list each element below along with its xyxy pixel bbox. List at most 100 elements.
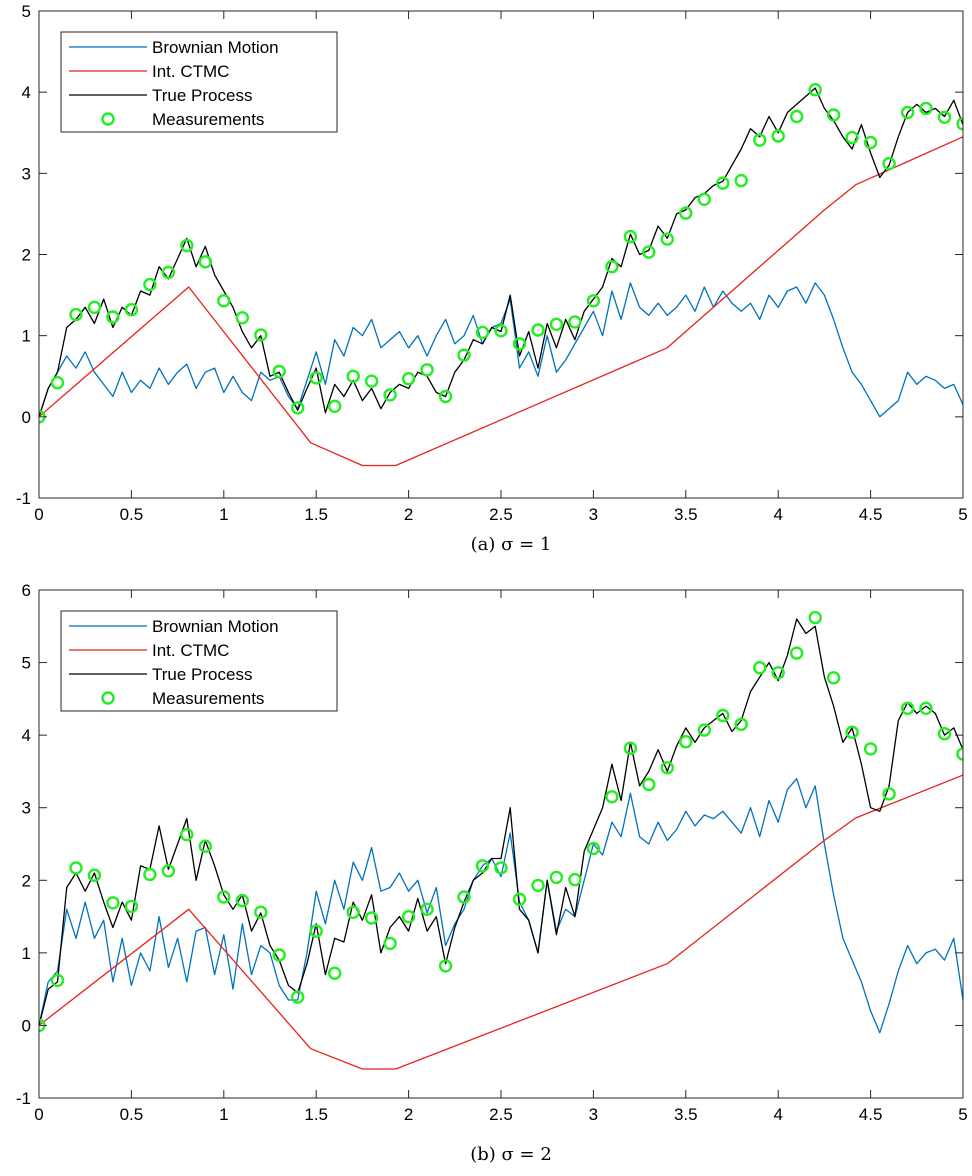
measurement-point xyxy=(642,245,656,259)
series-line-int-ctmc xyxy=(39,136,963,467)
measurement-point xyxy=(790,646,804,660)
x-tick-label: 4.5 xyxy=(859,1105,883,1124)
x-tick-label: 0 xyxy=(34,505,43,524)
measurement-point xyxy=(106,310,120,324)
measurement-point xyxy=(328,966,342,980)
measurement-point xyxy=(531,323,545,337)
measurement-point xyxy=(863,135,878,150)
x-tick-label: 3.5 xyxy=(674,1105,698,1124)
legend: Brownian Motion Int. CTMC True Process Meas… xyxy=(60,31,338,133)
measurement-point xyxy=(180,827,194,842)
measurement-point xyxy=(808,610,822,625)
measurement-point xyxy=(734,173,748,188)
measurement-point xyxy=(586,294,601,308)
x-tick-label: 4 xyxy=(773,505,782,524)
measurement-point xyxy=(346,905,360,919)
measurement-point xyxy=(272,948,286,962)
measurement-point xyxy=(143,277,157,292)
measurement-point xyxy=(845,130,859,145)
legend: Brownian Motion Int. CTMC True Process Meas… xyxy=(60,610,338,712)
series-line-true-process xyxy=(39,87,963,418)
measurement-point xyxy=(660,232,674,246)
y-tick-label: 0 xyxy=(22,408,31,427)
measurement-point xyxy=(605,260,619,274)
legend-marker-swatch xyxy=(101,691,115,705)
measurement-point xyxy=(364,911,379,925)
measurement-point xyxy=(217,890,231,904)
x-tick-label: 2.5 xyxy=(489,505,513,524)
measurement-point xyxy=(660,761,674,775)
x-tick-label: 5 xyxy=(958,505,967,524)
legend-label: True Process xyxy=(152,665,252,684)
measurement-point xyxy=(549,870,564,885)
measurement-point xyxy=(383,388,397,402)
measurement-point xyxy=(937,727,952,741)
legend-box xyxy=(60,610,338,712)
measurement-point xyxy=(771,129,785,143)
measurement-point xyxy=(623,741,638,755)
measurement-point xyxy=(826,671,841,685)
measurement-point xyxy=(328,399,342,413)
measurement-point xyxy=(512,892,527,906)
x-tick-label: 2 xyxy=(404,1105,413,1124)
legend-box xyxy=(60,31,338,133)
figure-caption: (b) σ = 2 xyxy=(470,1144,552,1165)
measurement-point xyxy=(87,868,102,882)
y-tick-label: 1 xyxy=(22,944,31,963)
measurement-point xyxy=(124,303,139,317)
x-tick-label: 5 xyxy=(958,1105,967,1124)
measurement-point xyxy=(586,841,601,856)
x-tick-label: 4 xyxy=(773,1105,782,1124)
measurement-point xyxy=(420,363,434,377)
measurement-point xyxy=(716,708,730,723)
measurement-point xyxy=(605,790,619,804)
measurement-point xyxy=(198,839,213,853)
measurement-point xyxy=(235,893,250,908)
y-tick-label: 6 xyxy=(22,581,31,600)
measurement-point xyxy=(124,899,139,914)
measurement-point xyxy=(734,717,748,731)
x-tick-label: 3 xyxy=(589,505,598,524)
measurement-point xyxy=(50,973,65,988)
measurement-point xyxy=(217,294,231,308)
measurement-point xyxy=(919,101,933,116)
measurement-point xyxy=(291,990,305,1004)
measurement-point xyxy=(272,364,286,379)
measurement-point xyxy=(790,109,804,124)
y-tick-label: 1 xyxy=(22,327,31,346)
measurement-point xyxy=(383,936,397,951)
legend-label: Brownian Motion xyxy=(152,617,279,636)
measurement-point xyxy=(568,315,582,329)
series-line-int-ctmc xyxy=(39,774,963,1070)
measurement-point xyxy=(679,206,693,220)
measurement-point xyxy=(753,133,767,147)
measurement-point xyxy=(475,325,490,340)
measurement-point xyxy=(87,300,102,314)
y-tick-label: 0 xyxy=(22,1016,31,1035)
measurement-point xyxy=(863,742,878,756)
measurement-point xyxy=(420,902,434,916)
measurement-point xyxy=(401,909,416,924)
figure-caption: (a) σ = 1 xyxy=(471,534,552,555)
legend-label: Brownian Motion xyxy=(152,38,279,57)
measurement-point xyxy=(143,867,157,882)
x-tick-label: 2.5 xyxy=(489,1105,513,1124)
plot-series-group xyxy=(39,610,963,1070)
x-tick-label: 1.5 xyxy=(304,505,328,524)
measurement-point xyxy=(309,924,323,938)
measurement-point xyxy=(69,861,83,875)
y-tick-label: 4 xyxy=(22,726,31,745)
measurement-point xyxy=(937,110,952,125)
measurement-point xyxy=(697,192,711,207)
y-tick-label: -1 xyxy=(16,1089,31,1108)
measurement-point xyxy=(364,374,379,388)
measurement-point xyxy=(475,859,490,873)
legend-marker-swatch xyxy=(101,112,115,126)
measurement-point xyxy=(69,307,83,322)
measurement-point xyxy=(900,701,915,715)
measurement-point xyxy=(531,878,545,893)
measurement-point xyxy=(845,725,859,739)
legend-label: Measurements xyxy=(152,689,264,708)
x-tick-label: 0.5 xyxy=(120,1105,144,1124)
y-tick-label: 5 xyxy=(22,2,31,21)
